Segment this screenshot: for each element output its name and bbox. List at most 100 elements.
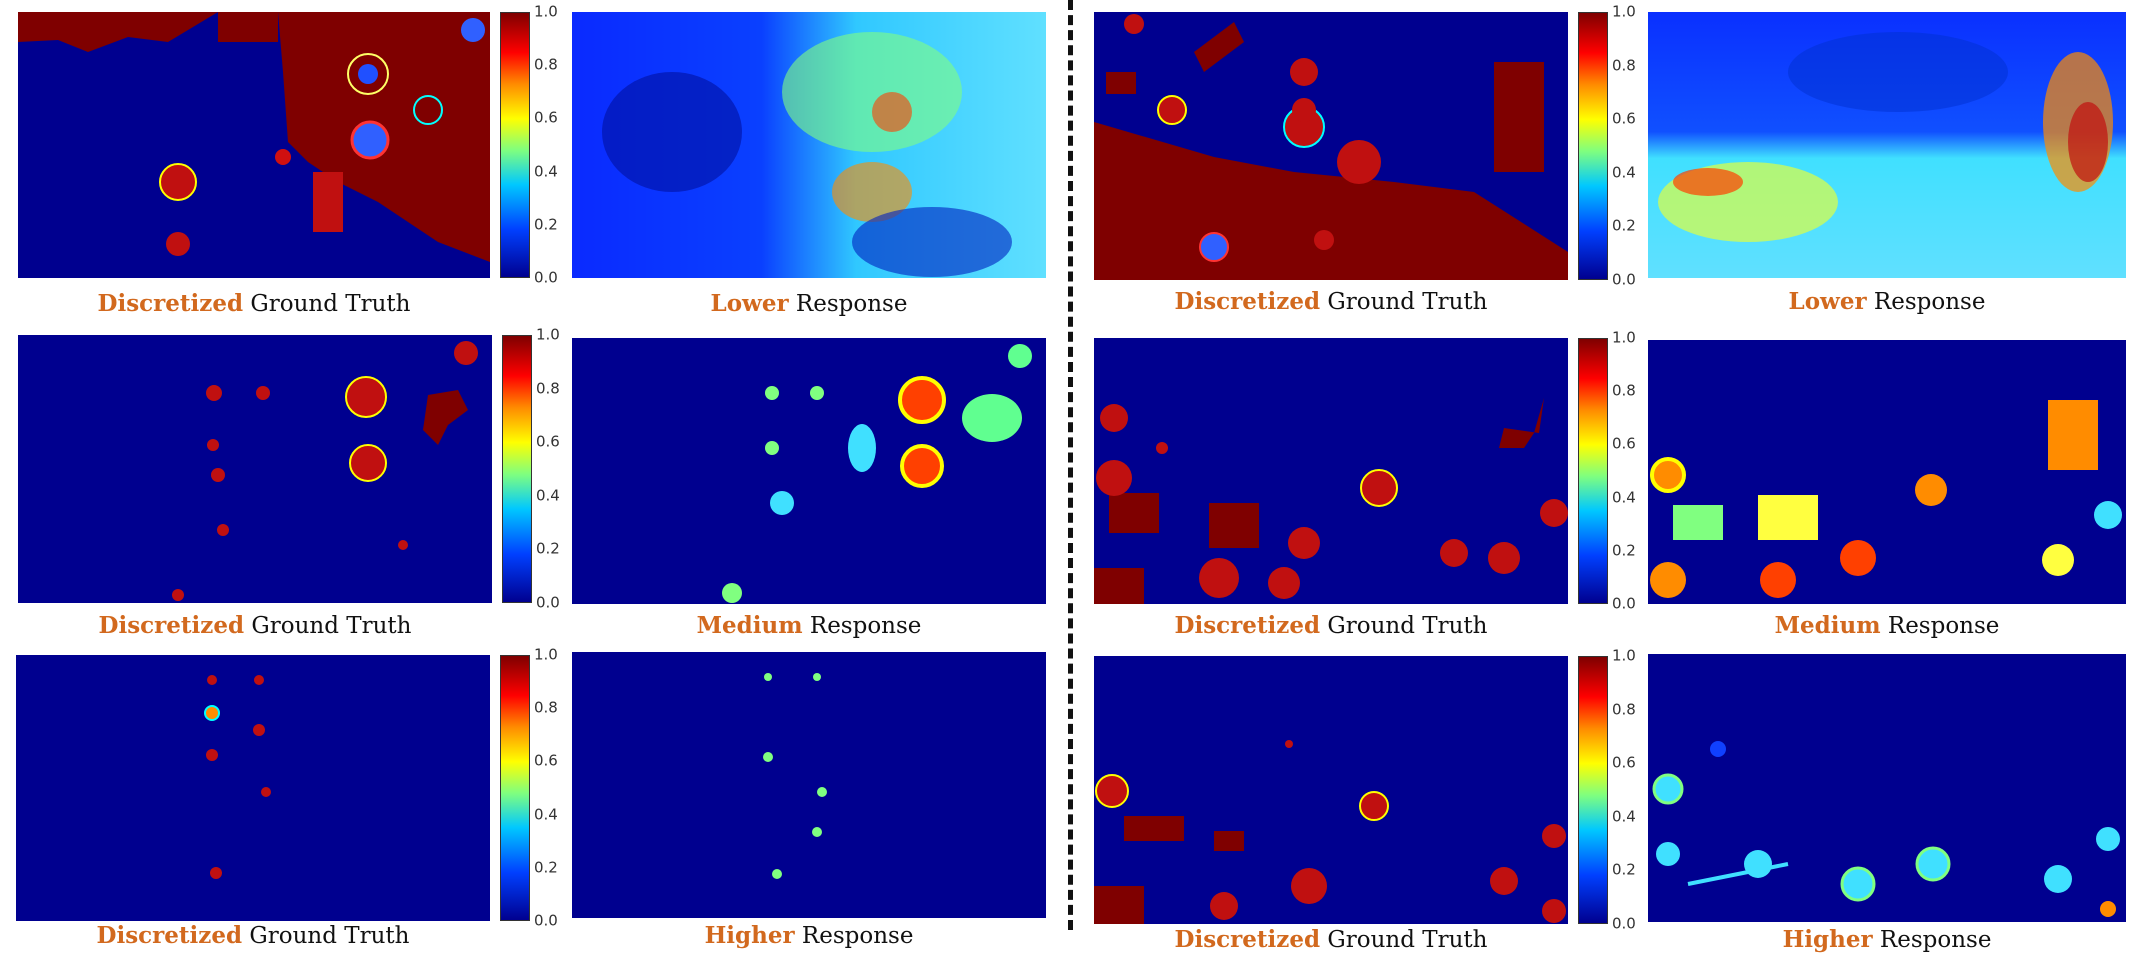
caption-response-right-row3: Higher Response	[1648, 926, 2126, 953]
caption-highlight: Discretized	[97, 290, 244, 317]
colorbar-tick: 0.8	[1612, 56, 1636, 75]
caption-text: Response	[1880, 613, 2000, 639]
caption-text: Ground Truth	[1320, 927, 1488, 953]
caption-gt-left-row2: Discretized Ground Truth	[18, 612, 492, 639]
gt-heatmap	[18, 12, 490, 278]
colorbar-gradient	[1578, 338, 1608, 604]
response-map-left-row1	[572, 12, 1046, 278]
response-map-left-row3	[572, 652, 1046, 918]
colorbar-tick: 0.4	[534, 162, 558, 181]
caption-text: Response	[1866, 289, 1986, 315]
colorbar-right-row1: 1.0 0.8 0.6 0.4 0.2 0.0	[1578, 4, 1636, 287]
colorbar-gradient	[500, 655, 530, 921]
gt-map-left-row2	[18, 335, 492, 603]
caption-text: Ground Truth	[1320, 613, 1488, 639]
response-heatmap	[1648, 654, 2126, 922]
caption-gt-left-row1: Discretized Ground Truth	[18, 290, 490, 317]
colorbar-tick: 0.4	[1612, 807, 1636, 826]
colorbar-tick: 0.8	[1612, 700, 1636, 719]
colorbar-tick: 1.0	[536, 325, 560, 344]
caption-text: Ground Truth	[1320, 289, 1488, 315]
caption-highlight: Discretized	[1174, 288, 1321, 315]
caption-gt-right-row3: Discretized Ground Truth	[1094, 926, 1568, 953]
colorbar-tick: 0.8	[534, 698, 558, 717]
response-heatmap	[1648, 340, 2126, 604]
colorbar-tick: 0.4	[1612, 488, 1636, 507]
colorbar-tick: 0.2	[1612, 860, 1636, 879]
colorbar-tick: 0.4	[1612, 163, 1636, 182]
colorbar-tick: 0.0	[534, 911, 558, 930]
colorbar-tick: 0.0	[536, 593, 560, 612]
colorbar-tick: 0.6	[534, 751, 558, 770]
caption-gt-right-row2: Discretized Ground Truth	[1094, 612, 1568, 639]
colorbar-gradient	[502, 335, 532, 603]
colorbar-tick: 0.8	[534, 55, 558, 74]
colorbar-tick: 0.6	[1612, 753, 1636, 772]
caption-response-right-row1: Lower Response	[1648, 288, 2126, 315]
caption-response-right-row2: Medium Response	[1648, 612, 2126, 639]
caption-text: Response	[1872, 927, 1992, 953]
response-heatmap	[572, 338, 1046, 604]
gt-heatmap	[1094, 338, 1568, 604]
colorbar-tick: 0.0	[1612, 594, 1636, 613]
colorbar-gradient	[1578, 12, 1608, 280]
gt-map-right-row1	[1094, 12, 1568, 280]
gt-map-right-row3	[1094, 656, 1568, 924]
caption-response-left-row2: Medium Response	[572, 612, 1046, 639]
caption-highlight: Discretized	[96, 922, 243, 949]
colorbar-tick: 1.0	[534, 645, 558, 664]
colorbar-tick: 1.0	[1612, 328, 1636, 347]
response-heatmap	[572, 12, 1046, 278]
colorbar-tick: 0.4	[536, 486, 560, 505]
colorbar-tick: 0.6	[536, 432, 560, 451]
response-map-right-row1	[1648, 12, 2126, 278]
colorbar-tick: 0.2	[536, 539, 560, 558]
colorbar-tick: 0.2	[1612, 216, 1636, 235]
caption-highlight: Medium	[696, 612, 803, 639]
caption-highlight: Discretized	[1174, 612, 1321, 639]
caption-text: Response	[788, 291, 908, 317]
colorbar-tick: 0.6	[1612, 434, 1636, 453]
response-heatmap	[1648, 12, 2126, 278]
caption-highlight: Medium	[1774, 612, 1881, 639]
caption-response-left-row1: Lower Response	[572, 290, 1046, 317]
colorbar-tick: 0.8	[1612, 381, 1636, 400]
caption-text: Ground Truth	[242, 923, 410, 949]
colorbar-tick: 0.2	[1612, 541, 1636, 560]
caption-text: Response	[802, 613, 922, 639]
caption-highlight: Discretized	[98, 612, 245, 639]
colorbar-left-row2: 1.0 0.8 0.6 0.4 0.2 0.0	[502, 327, 560, 610]
response-heatmap	[572, 652, 1046, 918]
colorbar-gradient	[1578, 656, 1608, 924]
colorbar-left-row3: 1.0 0.8 0.6 0.4 0.2 0.0	[500, 647, 558, 928]
gt-heatmap	[1094, 12, 1568, 280]
gt-heatmap	[18, 335, 492, 603]
colorbar-tick: 0.0	[1612, 270, 1636, 289]
caption-text: Ground Truth	[243, 291, 411, 317]
caption-response-left-row3: Higher Response	[572, 922, 1046, 949]
caption-text: Response	[794, 923, 914, 949]
caption-highlight: Higher	[704, 922, 795, 949]
gt-map-left-row1	[18, 12, 490, 278]
colorbar-tick: 1.0	[1612, 646, 1636, 665]
colorbar-tick: 0.2	[534, 215, 558, 234]
caption-highlight: Lower	[710, 290, 789, 317]
caption-highlight: Higher	[1782, 926, 1873, 953]
colorbar-tick: 1.0	[534, 2, 558, 21]
caption-highlight: Lower	[1788, 288, 1867, 315]
gt-heatmap	[1094, 656, 1568, 924]
caption-text: Ground Truth	[244, 613, 412, 639]
response-map-right-row2	[1648, 340, 2126, 604]
colorbar-tick: 0.0	[534, 268, 558, 287]
response-map-right-row3	[1648, 654, 2126, 922]
caption-gt-right-row1: Discretized Ground Truth	[1094, 288, 1568, 315]
colorbar-tick: 0.0	[1612, 914, 1636, 933]
colorbar-tick: 1.0	[1612, 2, 1636, 21]
colorbar-right-row3: 1.0 0.8 0.6 0.4 0.2 0.0	[1578, 648, 1636, 931]
colorbar-tick: 0.2	[534, 858, 558, 877]
colorbar-tick: 0.8	[536, 379, 560, 398]
caption-highlight: Discretized	[1174, 926, 1321, 953]
colorbar-tick: 0.6	[534, 108, 558, 127]
gt-map-right-row2	[1094, 338, 1568, 604]
colorbar-right-row2: 1.0 0.8 0.6 0.4 0.2 0.0	[1578, 330, 1636, 611]
